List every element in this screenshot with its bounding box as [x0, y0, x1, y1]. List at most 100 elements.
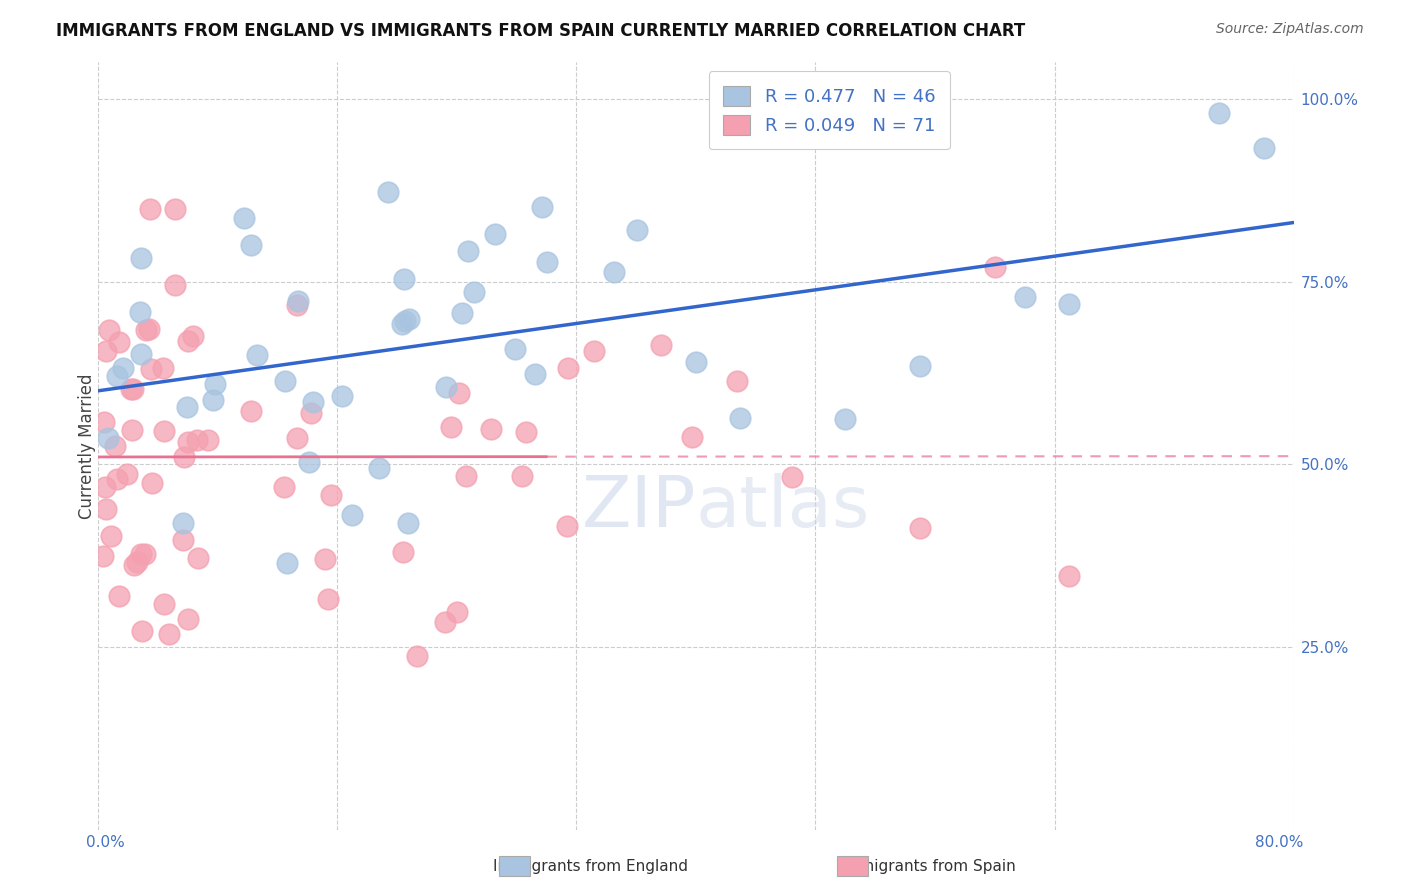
Point	[463, 285, 485, 300]
Point	[131, 347, 153, 361]
Point	[129, 547, 152, 561]
Point	[176, 400, 198, 414]
Text: Immigrants from Spain: Immigrants from Spain	[841, 859, 1015, 873]
Point	[557, 360, 579, 375]
Point	[302, 395, 325, 409]
Point	[121, 424, 143, 438]
Point	[120, 382, 142, 396]
Point	[377, 186, 399, 200]
Point	[157, 627, 180, 641]
Point	[405, 648, 427, 663]
Point	[299, 406, 322, 420]
Point	[187, 550, 209, 565]
Point	[131, 624, 153, 639]
Text: IMMIGRANTS FROM ENGLAND VS IMMIGRANTS FROM SPAIN CURRENTLY MARRIED CORRELATION C: IMMIGRANTS FROM ENGLAND VS IMMIGRANTS FR…	[56, 22, 1025, 40]
Point	[122, 383, 145, 397]
Point	[725, 374, 748, 388]
Point	[685, 355, 707, 369]
Point	[650, 338, 672, 352]
Point	[285, 297, 308, 311]
Point	[330, 389, 353, 403]
Point	[391, 318, 413, 332]
Point	[96, 502, 118, 516]
Point	[91, 549, 114, 564]
Point	[510, 469, 533, 483]
Point	[239, 238, 262, 252]
Point	[176, 435, 198, 450]
Point	[1253, 141, 1275, 155]
Point	[165, 202, 187, 216]
Point	[177, 612, 200, 626]
Point	[314, 551, 336, 566]
Point	[111, 360, 134, 375]
Point	[681, 430, 703, 444]
Point	[392, 272, 415, 286]
Point	[94, 344, 117, 359]
Point	[368, 461, 391, 475]
Point	[115, 467, 138, 481]
Legend: R = 0.477   N = 46, R = 0.049   N = 71: R = 0.477 N = 46, R = 0.049 N = 71	[709, 71, 950, 149]
Point	[139, 202, 162, 216]
Point	[1014, 290, 1036, 304]
Point	[603, 265, 626, 279]
Point	[515, 425, 537, 440]
Point	[245, 348, 267, 362]
Point	[780, 470, 803, 484]
Text: Immigrants from England: Immigrants from England	[494, 859, 688, 873]
Point	[239, 403, 262, 417]
Point	[626, 222, 648, 236]
Point	[394, 314, 416, 328]
Point	[152, 360, 174, 375]
Point	[398, 312, 420, 326]
Point	[479, 422, 502, 436]
Point	[129, 305, 152, 319]
Point	[285, 431, 308, 445]
Point	[298, 455, 321, 469]
Point	[984, 260, 1007, 275]
Point	[104, 439, 127, 453]
Point	[318, 591, 340, 606]
Point	[108, 589, 131, 603]
Point	[531, 200, 554, 214]
Point	[524, 367, 547, 381]
Point	[122, 558, 145, 572]
Point	[1059, 297, 1081, 311]
Point	[287, 293, 309, 308]
Point	[834, 412, 856, 426]
Point	[186, 434, 208, 448]
Point	[152, 424, 174, 438]
Point	[105, 473, 128, 487]
Text: ZIP: ZIP	[582, 473, 696, 541]
Point	[141, 362, 163, 376]
Point	[177, 334, 200, 348]
Point	[97, 323, 120, 337]
Point	[730, 410, 752, 425]
Point	[396, 516, 419, 530]
Point	[457, 244, 479, 258]
Point	[434, 380, 457, 394]
Point	[392, 545, 415, 559]
Point	[451, 306, 474, 320]
Point	[141, 475, 163, 490]
Point	[908, 521, 931, 535]
Point	[273, 374, 295, 388]
Point	[484, 227, 506, 242]
Text: atlas: atlas	[696, 473, 870, 541]
Point	[1059, 569, 1081, 583]
Point	[233, 211, 256, 225]
Point	[138, 322, 160, 336]
Point	[172, 516, 194, 530]
Point	[173, 450, 195, 465]
Point	[434, 615, 457, 629]
Point	[93, 415, 115, 429]
Point	[555, 518, 578, 533]
Point	[447, 385, 470, 400]
Point	[197, 433, 219, 447]
Point	[536, 255, 558, 269]
Point	[165, 278, 187, 293]
Y-axis label: Currently Married: Currently Married	[79, 373, 96, 519]
Point	[201, 393, 224, 408]
Text: Source: ZipAtlas.com: Source: ZipAtlas.com	[1216, 22, 1364, 37]
Point	[107, 334, 129, 349]
Point	[94, 480, 117, 494]
